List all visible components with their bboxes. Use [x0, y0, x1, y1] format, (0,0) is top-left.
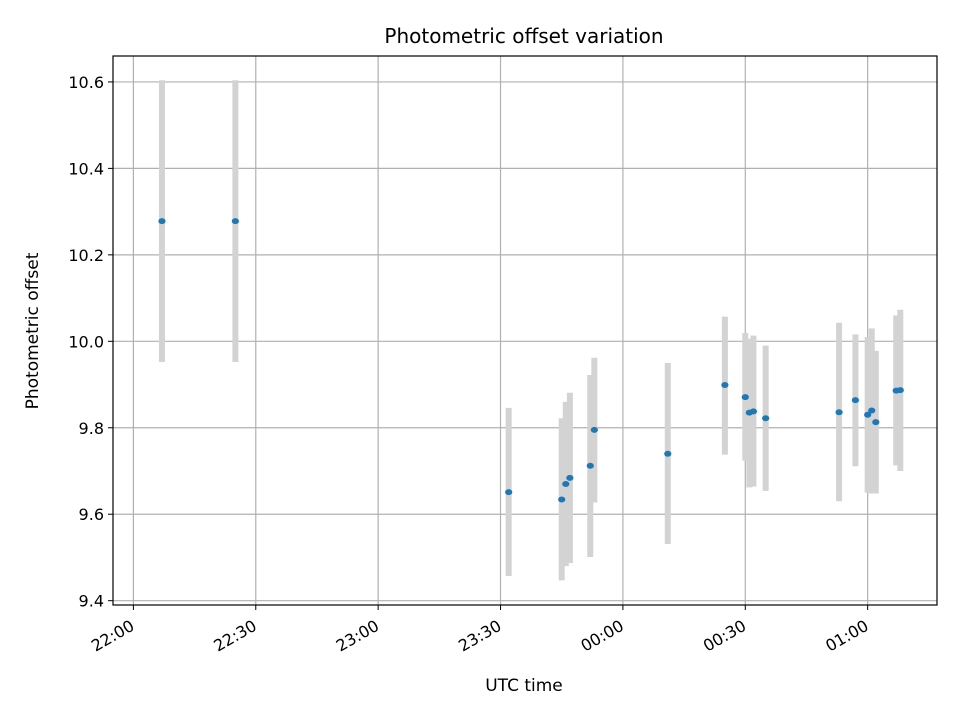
y-axis-label: Photometric offset — [23, 252, 43, 409]
y-tick-label: 9.4 — [79, 592, 104, 611]
data-point — [590, 426, 598, 433]
y-tick-label: 10.0 — [68, 332, 104, 351]
data-point — [896, 387, 904, 394]
data-point — [566, 474, 574, 481]
y-tick-label: 10.2 — [68, 246, 104, 265]
grid-lines — [113, 56, 937, 605]
data-point — [864, 411, 872, 418]
data-point — [231, 218, 239, 225]
x-axis-label: UTC time — [485, 676, 563, 696]
data-point — [872, 419, 880, 426]
y-tick-label: 10.4 — [68, 159, 104, 178]
data-point — [586, 462, 594, 469]
data-point — [741, 394, 749, 401]
chart-title: Photometric offset variation — [384, 24, 663, 48]
y-tick-label: 10.6 — [68, 73, 104, 92]
y-axis-ticks: 9.4 9.6 9.8 10.0 10.2 10.4 10.6 — [68, 73, 113, 611]
data-point — [505, 489, 513, 496]
data-point — [562, 480, 570, 487]
y-tick-label: 9.8 — [79, 419, 104, 438]
data-point — [868, 407, 876, 414]
data-points — [158, 218, 904, 503]
data-point — [158, 218, 166, 225]
data-point — [762, 415, 770, 422]
data-point — [851, 397, 860, 404]
plot-frame — [112, 55, 938, 606]
data-point — [749, 408, 758, 415]
data-point — [835, 409, 843, 416]
data-point — [721, 381, 729, 388]
data-point — [558, 496, 566, 503]
data-point — [664, 450, 672, 457]
y-tick-label: 9.6 — [79, 505, 104, 524]
